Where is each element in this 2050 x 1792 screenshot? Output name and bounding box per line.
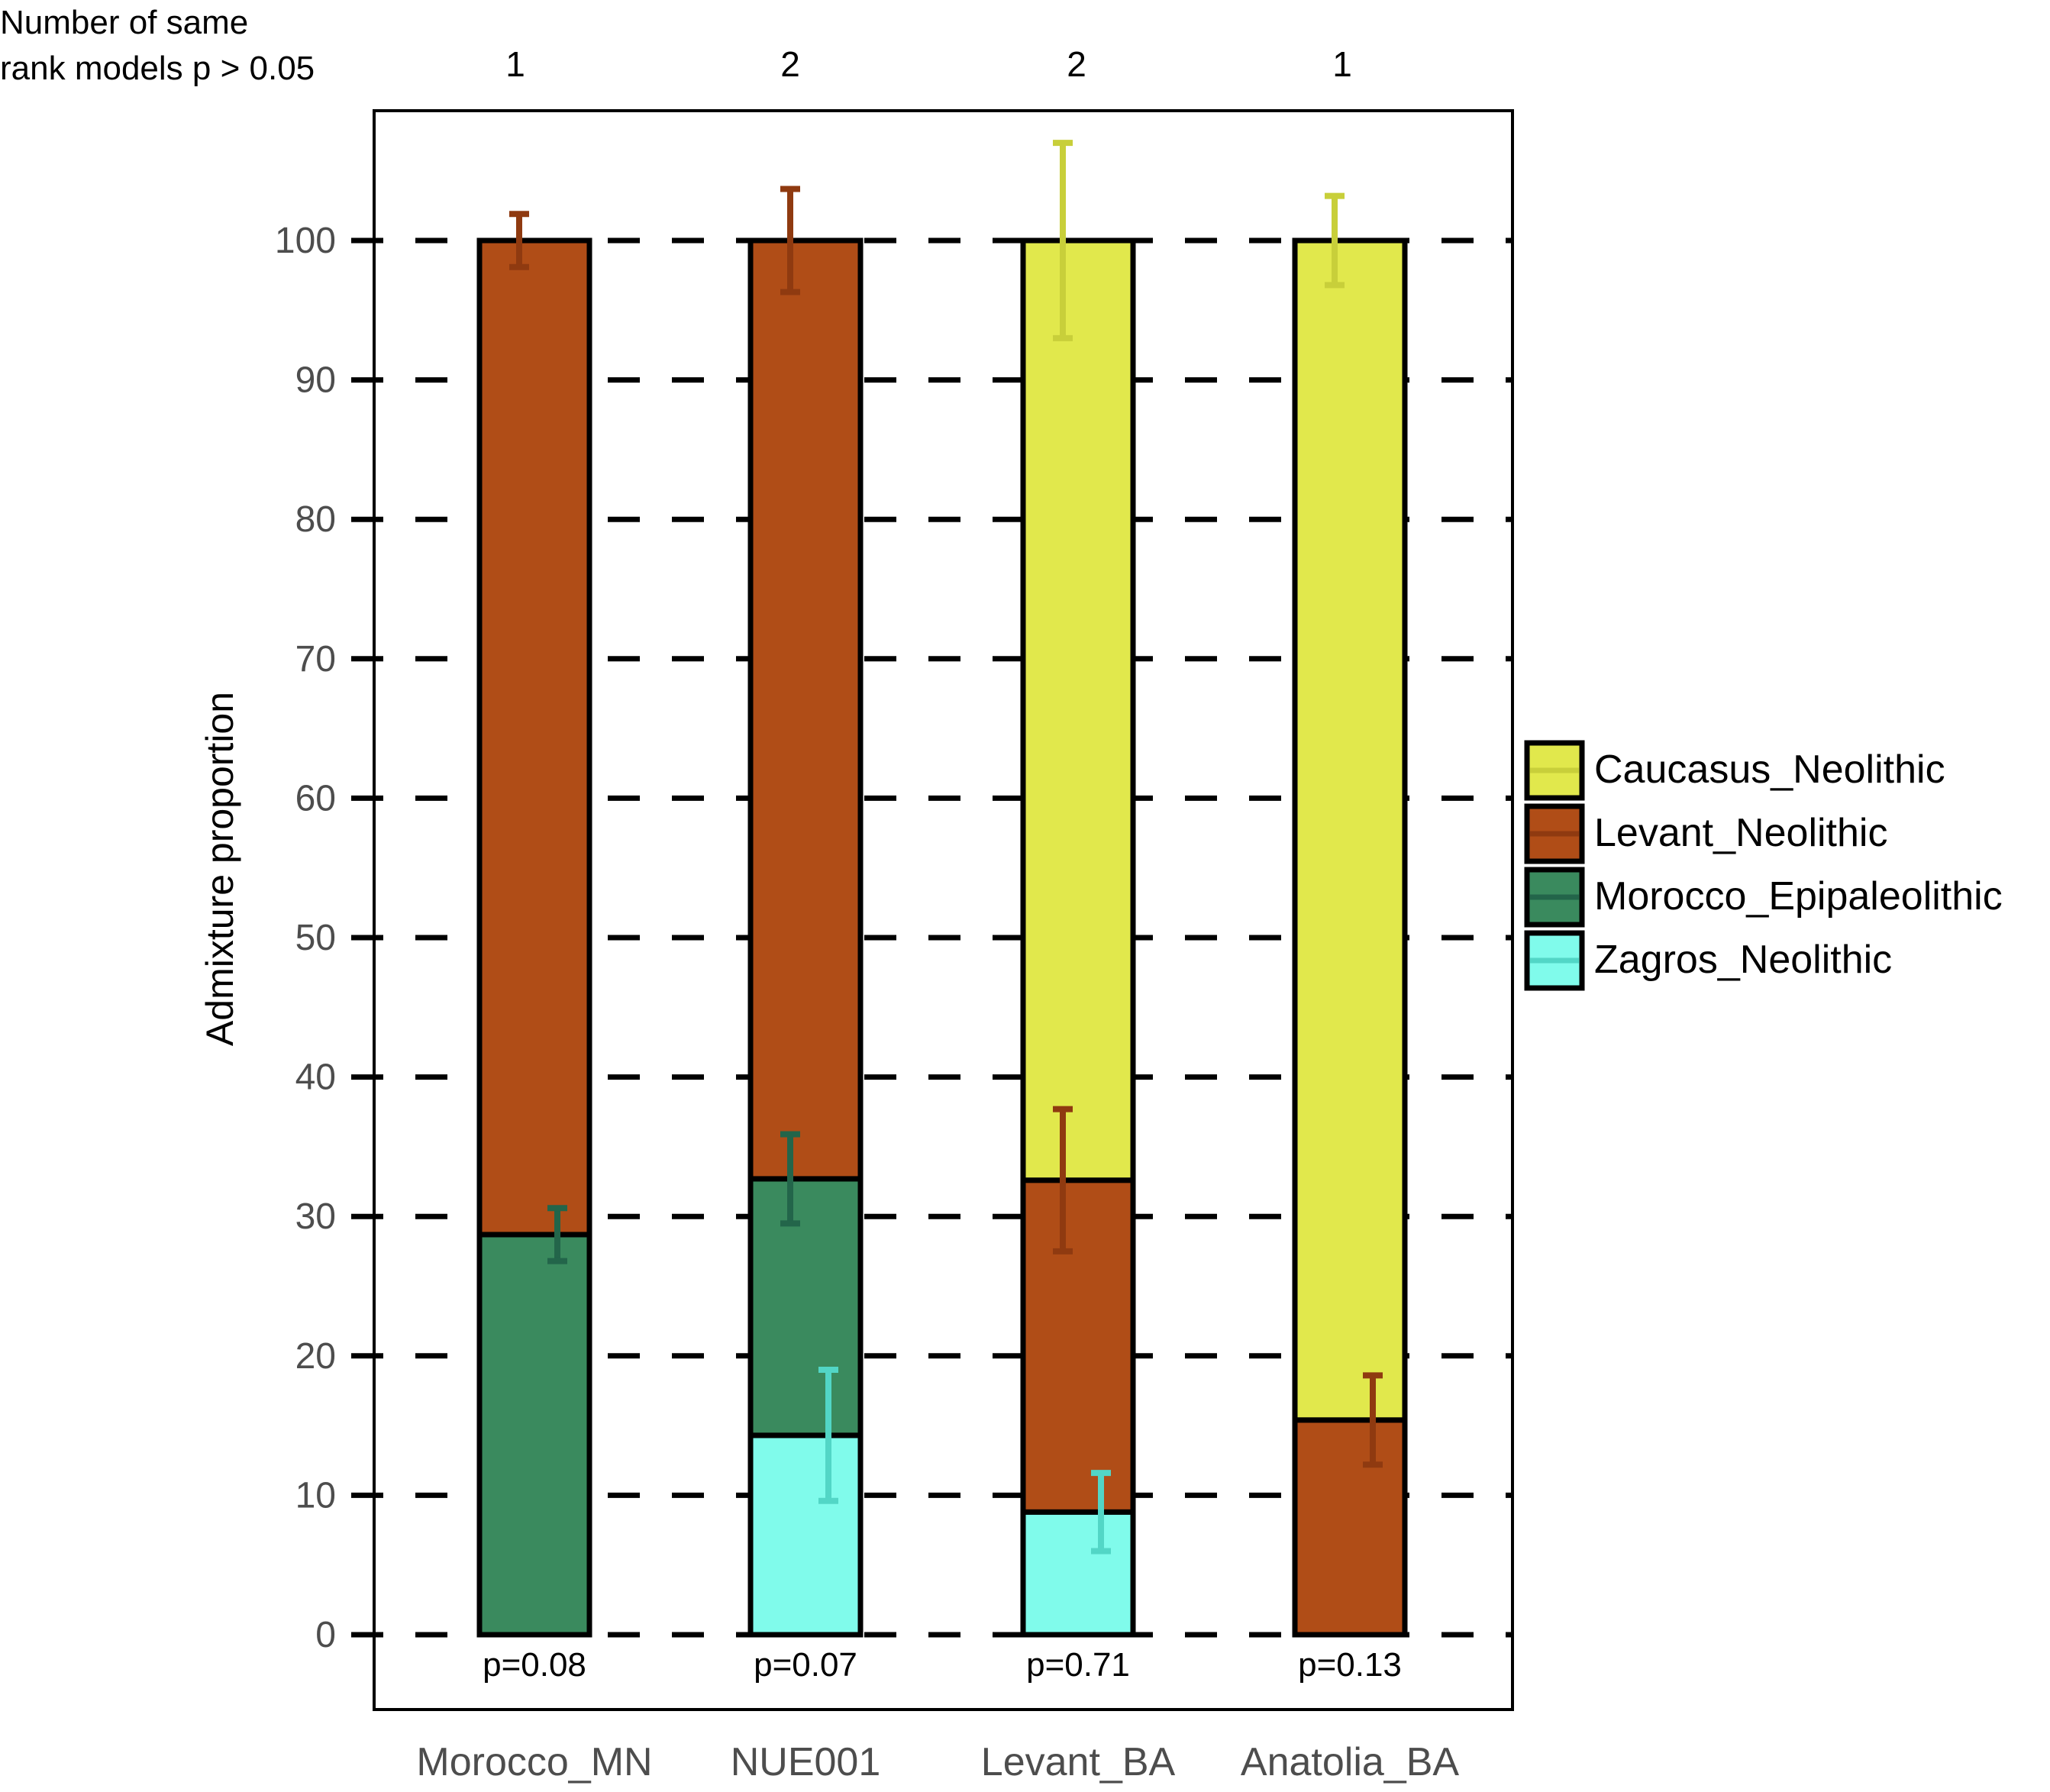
- bar-segment: [747, 1176, 864, 1438]
- p-value-label: p=0.71: [1026, 1646, 1130, 1684]
- bar-segment: [747, 1432, 864, 1638]
- models-header-line2: rank models p > 0.05: [0, 50, 315, 87]
- plot-frame: [373, 109, 1514, 1711]
- legend-label: Morocco_Epipaleolithic: [1594, 874, 2003, 919]
- y-tick-label-60: 60: [295, 778, 336, 819]
- y-tick-label-70: 70: [295, 639, 336, 680]
- bar-layer: p=0.08 p=0.07 p=0.71 p=0.13: [476, 140, 1408, 1684]
- legend-label: Levant_Neolithic: [1594, 811, 1887, 855]
- legend-layer: Caucasus_Neolithic Levant_Neolithic Morocc…: [1524, 740, 2003, 991]
- model-count-label: 1: [505, 44, 525, 84]
- bar-segment: [1292, 237, 1408, 1423]
- y-tick-label-100: 100: [275, 221, 336, 261]
- bar-segment: [1020, 1509, 1136, 1638]
- p-value-label: p=0.13: [1298, 1646, 1402, 1684]
- x-tick-label: Levant_BA: [981, 1740, 1176, 1784]
- y-tick-label-0: 0: [315, 1615, 336, 1655]
- bar-segment: [476, 1232, 592, 1638]
- model-count-label: 2: [1067, 44, 1086, 84]
- bar-segment: [1020, 1177, 1136, 1515]
- legend-label: Caucasus_Neolithic: [1594, 747, 1945, 792]
- p-value-label: p=0.08: [483, 1646, 586, 1684]
- y-tick-label-50: 50: [295, 918, 336, 958]
- p-value-label: p=0.07: [754, 1646, 857, 1684]
- y-tick-label-80: 80: [295, 499, 336, 540]
- y-tick-label-90: 90: [295, 360, 336, 401]
- legend-label: Zagros_Neolithic: [1594, 938, 1892, 982]
- bar-segment: [1020, 237, 1136, 1183]
- models-header-line1: Number of same: [0, 4, 249, 41]
- axis-layer: 0 10 20 30 40 50 60 70 80 90 100 Admixture proporti…: [199, 44, 1459, 1784]
- x-tick-label: NUE001: [731, 1740, 881, 1784]
- bar-segment: [1292, 1417, 1408, 1638]
- x-tick-label: Anatolia_BA: [1241, 1740, 1460, 1784]
- y-tick-label-30: 30: [295, 1196, 336, 1237]
- bar-segment: [747, 237, 864, 1182]
- x-tick-label: Morocco_MN: [416, 1740, 652, 1784]
- y-tick-label-20: 20: [295, 1336, 336, 1377]
- model-count-label: 2: [780, 44, 800, 84]
- models-header: Number of same rank models p > 0.05: [0, 0, 315, 92]
- bar-segment: [476, 237, 592, 1238]
- y-tick-label-40: 40: [295, 1057, 336, 1098]
- y-axis-label: Admixture proportion: [199, 692, 241, 1046]
- model-count-label: 1: [1332, 44, 1352, 84]
- y-tick-label-10: 10: [295, 1475, 336, 1516]
